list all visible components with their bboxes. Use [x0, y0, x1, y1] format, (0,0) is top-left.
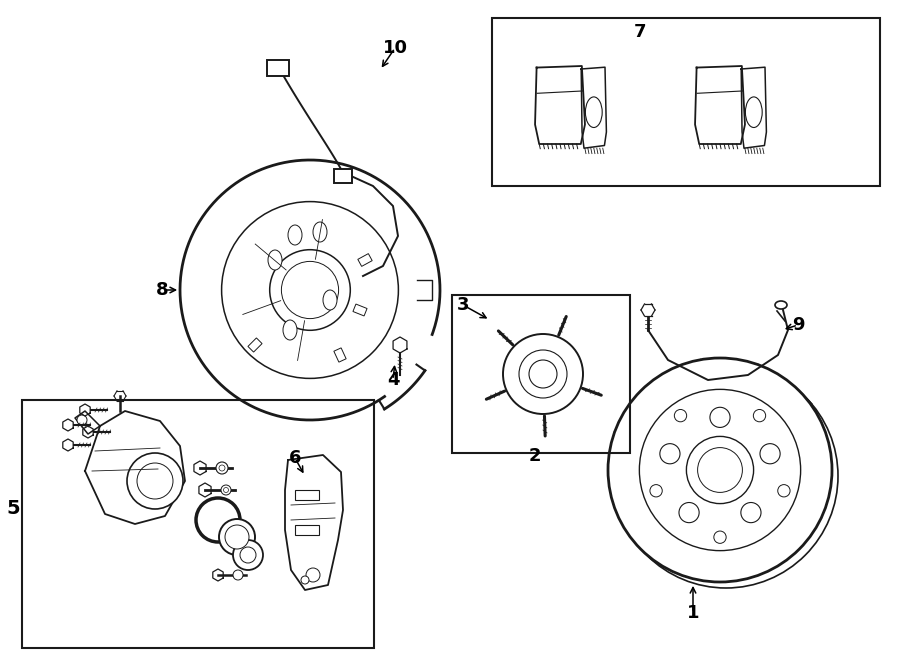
Bar [492, 18, 880, 186]
Ellipse shape [137, 463, 173, 499]
Ellipse shape [268, 250, 282, 270]
Ellipse shape [233, 540, 263, 570]
Ellipse shape [270, 250, 350, 330]
Polygon shape [85, 411, 185, 524]
Ellipse shape [127, 453, 183, 509]
Bar [358, 254, 373, 266]
Ellipse shape [714, 531, 726, 543]
Ellipse shape [196, 498, 240, 542]
Ellipse shape [180, 160, 440, 420]
Polygon shape [695, 66, 745, 144]
Text: 3: 3 [456, 296, 469, 314]
Ellipse shape [219, 465, 225, 471]
Ellipse shape [760, 444, 780, 464]
Ellipse shape [233, 570, 243, 580]
Ellipse shape [608, 358, 832, 582]
FancyBboxPatch shape [267, 60, 289, 76]
Bar [248, 338, 262, 352]
Text: 4: 4 [387, 371, 400, 389]
Polygon shape [581, 67, 607, 148]
Ellipse shape [503, 334, 583, 414]
Text: 7: 7 [634, 23, 646, 41]
Text: 10: 10 [382, 39, 408, 57]
Ellipse shape [306, 568, 320, 582]
Ellipse shape [753, 409, 766, 422]
Polygon shape [75, 411, 100, 434]
Ellipse shape [778, 485, 790, 497]
Text: 9: 9 [792, 316, 805, 334]
Ellipse shape [660, 444, 680, 464]
Text: 1: 1 [687, 604, 699, 622]
Ellipse shape [221, 202, 399, 378]
Text: 5: 5 [6, 498, 20, 518]
Polygon shape [285, 455, 343, 590]
Bar [353, 304, 367, 316]
Ellipse shape [301, 576, 309, 584]
Ellipse shape [687, 436, 753, 504]
Ellipse shape [223, 488, 229, 492]
Ellipse shape [741, 502, 761, 523]
Ellipse shape [650, 485, 662, 497]
FancyBboxPatch shape [334, 169, 352, 183]
Ellipse shape [225, 525, 249, 549]
Ellipse shape [216, 462, 228, 474]
Bar [22, 400, 374, 648]
Ellipse shape [639, 389, 801, 551]
Ellipse shape [529, 360, 557, 388]
Ellipse shape [519, 350, 567, 398]
Bar [295, 490, 319, 500]
Polygon shape [742, 67, 767, 148]
Ellipse shape [283, 320, 297, 340]
Polygon shape [535, 66, 585, 144]
Text: 6: 6 [289, 449, 302, 467]
Text: 2: 2 [529, 447, 541, 465]
Ellipse shape [710, 407, 730, 428]
Bar [334, 348, 346, 362]
Ellipse shape [674, 409, 687, 422]
Text: 8: 8 [156, 281, 168, 299]
Ellipse shape [313, 222, 327, 242]
Ellipse shape [240, 547, 256, 563]
Ellipse shape [323, 290, 337, 310]
Ellipse shape [77, 415, 87, 425]
Ellipse shape [614, 364, 838, 588]
Bar [295, 525, 319, 535]
Ellipse shape [282, 261, 338, 319]
Ellipse shape [679, 502, 699, 523]
Ellipse shape [745, 97, 762, 128]
Ellipse shape [288, 225, 302, 245]
Ellipse shape [219, 519, 255, 555]
Ellipse shape [698, 447, 742, 492]
Bar [452, 295, 630, 453]
Ellipse shape [585, 97, 602, 128]
Ellipse shape [221, 485, 231, 495]
